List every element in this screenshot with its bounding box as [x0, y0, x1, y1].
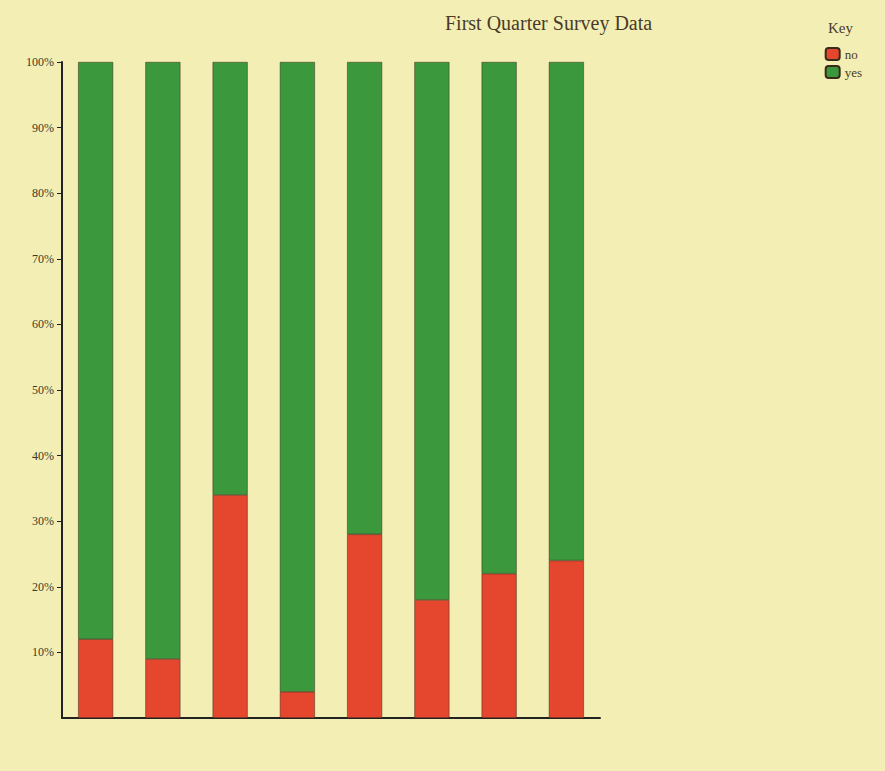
- svg-text:30%: 30%: [32, 514, 54, 528]
- svg-text:Key: Key: [828, 20, 853, 36]
- svg-text:40%: 40%: [32, 449, 54, 463]
- svg-text:60%: 60%: [32, 317, 54, 331]
- svg-text:no: no: [845, 47, 858, 62]
- svg-text:yes: yes: [845, 65, 862, 80]
- svg-text:First Quarter Survey Data: First Quarter Survey Data: [445, 12, 652, 35]
- svg-text:10%: 10%: [32, 645, 54, 659]
- svg-text:100%: 100%: [26, 55, 54, 69]
- svg-text:90%: 90%: [32, 121, 54, 135]
- svg-text:50%: 50%: [32, 383, 54, 397]
- svg-text:20%: 20%: [32, 580, 54, 594]
- svg-text:80%: 80%: [32, 186, 54, 200]
- svg-text:70%: 70%: [32, 252, 54, 266]
